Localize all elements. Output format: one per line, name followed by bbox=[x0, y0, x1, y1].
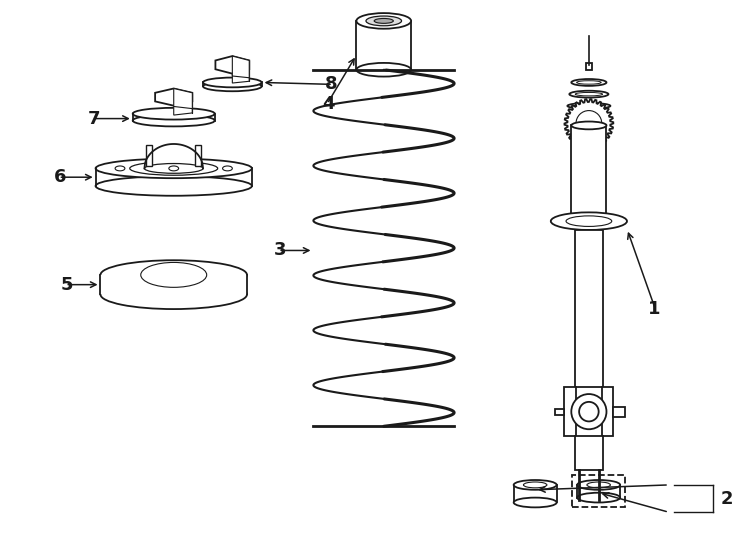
Bar bbox=[555, 409, 564, 415]
Bar bbox=[575, 230, 603, 387]
Ellipse shape bbox=[101, 280, 247, 309]
Ellipse shape bbox=[550, 212, 627, 230]
Ellipse shape bbox=[95, 176, 252, 196]
Bar bbox=[577, 485, 620, 497]
Polygon shape bbox=[233, 56, 250, 78]
Bar bbox=[586, 63, 592, 70]
Circle shape bbox=[579, 402, 599, 421]
Bar bbox=[571, 125, 606, 221]
Ellipse shape bbox=[577, 492, 620, 503]
Polygon shape bbox=[564, 99, 614, 148]
Bar bbox=[573, 475, 625, 508]
Bar bbox=[602, 387, 614, 436]
Ellipse shape bbox=[357, 13, 411, 29]
Ellipse shape bbox=[101, 260, 247, 289]
Bar bbox=[146, 145, 152, 166]
Ellipse shape bbox=[577, 480, 620, 490]
Ellipse shape bbox=[523, 482, 547, 488]
Ellipse shape bbox=[95, 159, 252, 178]
Ellipse shape bbox=[115, 166, 125, 171]
Ellipse shape bbox=[575, 92, 603, 96]
Text: 1: 1 bbox=[647, 300, 660, 318]
Ellipse shape bbox=[567, 103, 611, 109]
Ellipse shape bbox=[133, 108, 215, 119]
Ellipse shape bbox=[514, 497, 556, 508]
Ellipse shape bbox=[570, 91, 608, 98]
Text: 2: 2 bbox=[721, 490, 733, 508]
Ellipse shape bbox=[141, 262, 207, 287]
Circle shape bbox=[576, 111, 602, 137]
Text: 5: 5 bbox=[61, 275, 73, 294]
Text: 7: 7 bbox=[88, 110, 101, 127]
Ellipse shape bbox=[514, 480, 556, 490]
Ellipse shape bbox=[571, 79, 606, 86]
Polygon shape bbox=[174, 102, 192, 115]
Ellipse shape bbox=[203, 78, 261, 87]
Ellipse shape bbox=[366, 16, 401, 26]
Bar bbox=[101, 275, 247, 294]
Ellipse shape bbox=[130, 161, 218, 176]
Ellipse shape bbox=[587, 482, 611, 488]
Ellipse shape bbox=[169, 166, 178, 171]
Bar bbox=[357, 21, 411, 70]
Ellipse shape bbox=[357, 63, 411, 77]
Text: 6: 6 bbox=[54, 168, 66, 186]
Ellipse shape bbox=[574, 104, 604, 107]
Bar bbox=[564, 387, 576, 436]
Ellipse shape bbox=[566, 216, 611, 226]
Ellipse shape bbox=[577, 81, 601, 84]
Polygon shape bbox=[215, 56, 250, 73]
Ellipse shape bbox=[203, 82, 261, 91]
Bar bbox=[195, 145, 201, 166]
Ellipse shape bbox=[145, 164, 203, 173]
Polygon shape bbox=[155, 89, 192, 106]
Ellipse shape bbox=[133, 114, 215, 126]
Ellipse shape bbox=[222, 166, 233, 171]
Text: 4: 4 bbox=[322, 95, 335, 113]
Bar bbox=[575, 436, 603, 470]
Bar bbox=[614, 407, 625, 416]
Ellipse shape bbox=[571, 122, 606, 130]
Text: 3: 3 bbox=[274, 241, 286, 259]
Bar bbox=[514, 485, 556, 503]
Ellipse shape bbox=[374, 18, 393, 23]
Circle shape bbox=[571, 394, 606, 429]
Ellipse shape bbox=[571, 217, 606, 225]
Text: 8: 8 bbox=[325, 76, 338, 93]
Polygon shape bbox=[174, 89, 192, 109]
Polygon shape bbox=[233, 69, 250, 83]
